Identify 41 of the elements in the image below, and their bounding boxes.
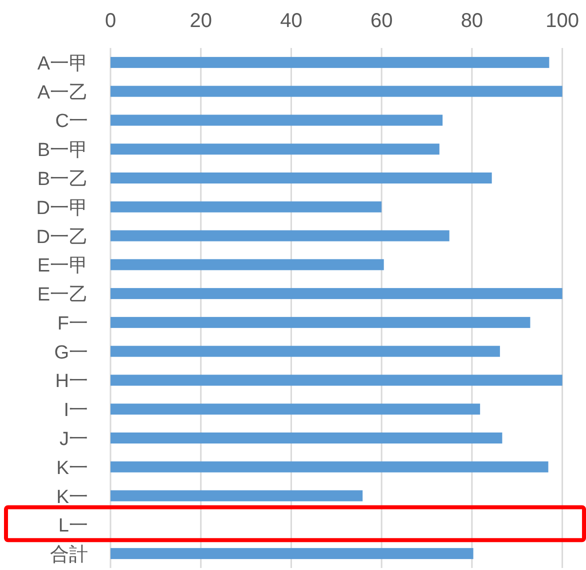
- bar: [110, 201, 382, 212]
- y-tick-label: D一乙: [36, 226, 88, 248]
- x-tick-label: 80: [460, 10, 484, 32]
- y-tick-label: B一乙: [37, 169, 88, 190]
- x-tick-label: 100: [546, 10, 579, 32]
- bar: [110, 259, 384, 270]
- y-tick-label: B一甲: [37, 140, 88, 162]
- y-tick-label: J一: [60, 429, 88, 450]
- y-tick-label: 合計: [50, 544, 88, 566]
- y-tick-label: H一: [55, 371, 88, 392]
- y-tick-label: D一甲: [36, 198, 88, 219]
- bar: [110, 548, 474, 560]
- x-tick-label: 0: [104, 10, 116, 32]
- bar: [110, 114, 443, 126]
- bar: [110, 144, 440, 155]
- bar: [110, 316, 530, 328]
- bar: [110, 86, 562, 97]
- y-tick-label: L一: [58, 516, 88, 537]
- bar: [110, 230, 450, 242]
- y-tick-label: C一: [55, 111, 88, 132]
- y-tick-label: E一甲: [37, 256, 88, 277]
- y-tick-label: I一: [64, 400, 88, 422]
- y-tick-label: E一乙: [37, 284, 88, 306]
- bar: [110, 404, 480, 415]
- y-tick-label: K一: [56, 458, 88, 479]
- y-tick-label: G一: [54, 342, 88, 364]
- x-tick-label: 60: [370, 10, 393, 32]
- bar: [110, 346, 500, 357]
- y-tick-label: K一: [56, 486, 88, 508]
- bar: [110, 374, 562, 386]
- bar: [110, 56, 550, 68]
- bar: [110, 461, 548, 472]
- x-tick-label: 40: [280, 10, 302, 32]
- bar: [110, 172, 492, 184]
- y-tick-label: A一乙: [37, 82, 88, 104]
- bar: [110, 432, 502, 444]
- y-tick-label: F一: [57, 313, 88, 334]
- y-tick-label: A一甲: [37, 53, 88, 74]
- bar: [110, 490, 363, 502]
- x-tick-label: 20: [190, 10, 212, 32]
- bar: [110, 288, 562, 300]
